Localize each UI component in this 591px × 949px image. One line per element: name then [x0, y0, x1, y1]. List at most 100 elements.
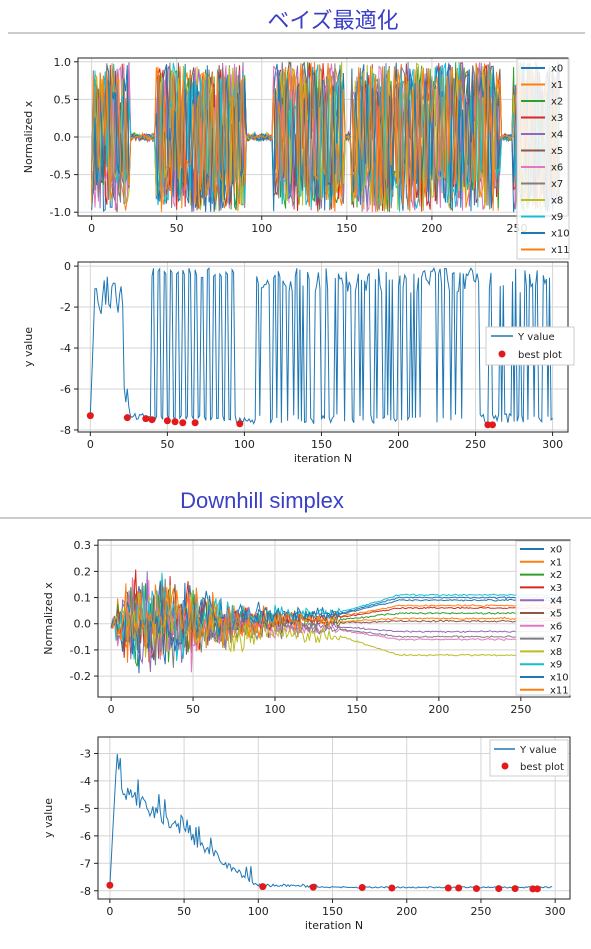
x-tick-label: 0 [108, 703, 115, 716]
legend-label: x9 [550, 660, 562, 671]
legend-label: x7 [550, 634, 562, 645]
legend-label: x6 [550, 621, 562, 632]
legend-label: best plot [518, 350, 562, 361]
best-plot-point [259, 883, 267, 891]
y-axis-label: Normalized x [42, 582, 55, 655]
plot-frame [97, 736, 571, 900]
x-tick-label: 150 [311, 438, 332, 451]
legend-label: x7 [551, 179, 563, 190]
y-tick-label: -5 [80, 802, 91, 815]
best-plot-point [148, 416, 156, 424]
legend-label: x11 [550, 685, 569, 696]
legend-label: x11 [551, 245, 570, 256]
y-axis-label: y value [22, 327, 35, 367]
y-tick-label: -0.5 [50, 169, 71, 182]
series-line-x11 [110, 583, 563, 663]
best-plot-point [123, 414, 131, 422]
legend-label: x8 [551, 196, 563, 207]
best-plot-point [86, 412, 94, 420]
best-plot-point [236, 420, 244, 428]
legend: Y value best plot [485, 326, 575, 366]
section-title-bayes: ベイズ最適化 [267, 8, 398, 33]
best-plot-point [358, 883, 366, 891]
y-axis-label: y value [42, 798, 55, 838]
x-tick-label: 150 [322, 905, 343, 918]
y-tick-label: -0.2 [70, 670, 91, 683]
legend-label: x4 [551, 130, 563, 141]
x-tick-label: 0 [87, 438, 94, 451]
x-tick-label: 200 [396, 905, 417, 918]
x-tick-label: 100 [251, 222, 272, 235]
series-line-x4 [111, 571, 562, 673]
chart-simplex-y-value: 0 50 100 150 200 250 300 -8 -7 -6 -5 -4 -3 y value ite… [42, 736, 571, 932]
legend-label: x5 [550, 609, 562, 620]
series-line-x11 [91, 62, 560, 213]
best-plot-point [309, 883, 317, 891]
best-plot-point [511, 885, 519, 893]
x-tick-label: 150 [336, 222, 357, 235]
best-plot-point [142, 415, 150, 423]
legend-label: x4 [550, 596, 562, 607]
x-tick-label: 200 [428, 703, 449, 716]
y-tick-label: -7 [80, 857, 91, 870]
y-tick-label: -0.1 [70, 644, 91, 657]
best-plot-point [388, 884, 396, 892]
x-tick-label: 250 [465, 438, 486, 451]
legend-label: x1 [550, 557, 562, 568]
best-plot-point [171, 418, 179, 426]
y-tick-label: 0.0 [74, 618, 92, 631]
legend-label: x8 [550, 647, 562, 658]
legend-label: x2 [551, 97, 563, 108]
legend-label: x10 [551, 229, 570, 240]
legend-label: Y value [519, 745, 557, 756]
y-tick-label: -4 [60, 342, 71, 355]
x-tick-label: 300 [545, 905, 566, 918]
best-plot-point [455, 884, 463, 892]
x-tick-label: 150 [346, 703, 367, 716]
x-tick-label: 50 [186, 703, 200, 716]
x-tick-label: 100 [234, 438, 255, 451]
series-line-x8 [110, 585, 562, 658]
x-tick-label: 50 [170, 222, 184, 235]
legend-box [516, 58, 570, 260]
best-plot-point [533, 885, 541, 893]
x-tick-label: 250 [470, 905, 491, 918]
chart-bayes-normalized-x: 050100150200250-1.0-0.50.00.51.0Normaliz… [22, 56, 570, 260]
x-tick-label: 50 [160, 438, 174, 451]
legend-label: x1 [551, 80, 563, 91]
best-plot-point [472, 885, 480, 893]
legend-box [489, 739, 569, 777]
y-tick-label: -4 [80, 775, 91, 788]
x-tick-label: 200 [421, 222, 442, 235]
x-tick-label: 0 [106, 905, 113, 918]
y-tick-label: -1.0 [50, 206, 71, 219]
x-tick-label: 0 [88, 222, 95, 235]
best-plot-point [179, 419, 187, 427]
x-tick-label: 200 [388, 438, 409, 451]
legend-label: x2 [550, 570, 562, 581]
y-tick-label: 0.0 [54, 131, 72, 144]
y-tick-label: -8 [80, 885, 91, 898]
series-line-x7 [110, 578, 562, 668]
best-plot-point [163, 417, 171, 425]
legend-label: x0 [550, 545, 562, 556]
y-tick-label: 0.3 [74, 539, 92, 552]
x-axis-label: iteration N [305, 919, 363, 932]
series-line-x10 [110, 595, 562, 674]
x-tick-label: 100 [265, 703, 286, 716]
legend-label: x6 [551, 163, 563, 174]
x-tick-label: 250 [510, 703, 531, 716]
legend-label: Y value [517, 332, 555, 343]
x-axis-label: iteration N [294, 452, 352, 465]
legend-label: x9 [551, 212, 563, 223]
chart-bayes-y-value: 0 50 100 150 200 250 300 -8 -6 -4 -2 0 y value iterat… [22, 260, 575, 465]
y-tick-label: 0.5 [54, 93, 72, 106]
y-value-line [109, 753, 553, 889]
best-plot-point [495, 885, 503, 893]
y-tick-label: 0.2 [74, 565, 92, 578]
best-plot-point [488, 421, 496, 429]
best-plot-point [106, 881, 114, 889]
